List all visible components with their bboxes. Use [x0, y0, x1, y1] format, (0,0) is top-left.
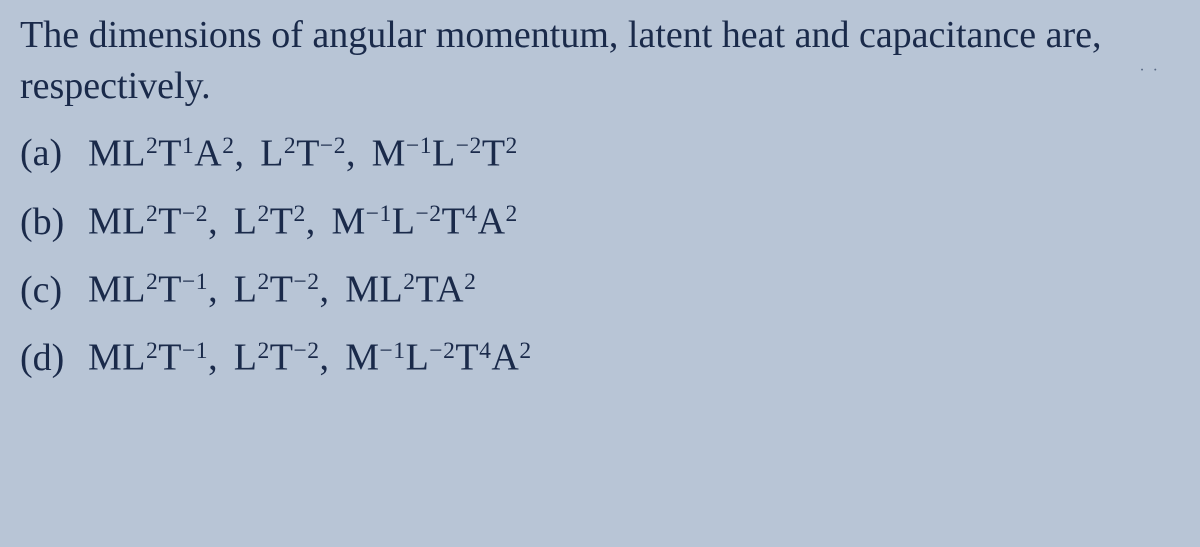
option-content: ML2T1A2, L2T−2, M−1L−2T2 — [88, 131, 518, 177]
term-base: L — [234, 337, 258, 379]
term-exp: 1 — [182, 133, 194, 159]
question-text: The dimensions of angular momentum, late… — [20, 10, 1180, 113]
term-base: ML — [88, 132, 146, 174]
term-exp: 2 — [146, 201, 158, 227]
term-base: M — [372, 132, 406, 174]
option-a: (a) ML2T1A2, L2T−2, M−1L−2T2 — [20, 131, 1180, 177]
term-exp: −2 — [293, 269, 319, 295]
term-base: L — [392, 201, 416, 243]
term-exp: −1 — [182, 269, 208, 295]
term-base: L — [260, 132, 284, 174]
term-base: TA — [416, 269, 465, 311]
term-exp: 2 — [506, 133, 518, 159]
option-content: ML2T−1, L2T−2, M−1L−2T4A2 — [88, 335, 532, 381]
option-d: (d) ML2T−1, L2T−2, M−1L−2T4A2 — [20, 335, 1180, 381]
term-base: T — [270, 337, 294, 379]
term-base: T — [482, 132, 506, 174]
term-exp: −2 — [293, 338, 319, 364]
term-exp: 2 — [284, 133, 296, 159]
option-content: ML2T−2, L2T2, M−1L−2T4A2 — [88, 199, 518, 245]
term-base: A — [491, 337, 519, 379]
term-base: M — [331, 201, 365, 243]
term-base: ML — [345, 269, 403, 311]
term-exp: 2 — [146, 133, 158, 159]
term-exp: −2 — [429, 338, 455, 364]
term-exp: 4 — [465, 201, 477, 227]
term-exp: 2 — [146, 269, 158, 295]
term-exp: 2 — [222, 133, 234, 159]
term-base: T — [296, 132, 320, 174]
term-exp: 2 — [146, 338, 158, 364]
term-base: L — [432, 132, 456, 174]
term-exp: −2 — [456, 133, 482, 159]
term-base: L — [406, 337, 430, 379]
term-exp: 2 — [519, 338, 531, 364]
term-exp: 2 — [464, 269, 476, 295]
option-c: (c) ML2T−1, L2T−2, ML2TA2 — [20, 267, 1180, 313]
term-base: T — [158, 337, 182, 379]
term-base: T — [455, 337, 479, 379]
term-base: A — [478, 201, 506, 243]
term-base: T — [158, 132, 182, 174]
term-exp: 4 — [479, 338, 491, 364]
option-label: (d) — [20, 336, 70, 382]
term-base: T — [158, 201, 182, 243]
term-exp: −1 — [366, 201, 392, 227]
term-exp: 2 — [257, 338, 269, 364]
term-base: L — [234, 269, 258, 311]
term-exp: −2 — [320, 133, 346, 159]
term-base: L — [234, 201, 258, 243]
term-exp: −2 — [416, 201, 442, 227]
term-base: M — [345, 337, 379, 379]
term-base: ML — [88, 201, 146, 243]
option-content: ML2T−1, L2T−2, ML2TA2 — [88, 267, 476, 313]
option-label: (b) — [20, 200, 70, 246]
term-base: T — [270, 201, 294, 243]
term-exp: 2 — [506, 201, 518, 227]
option-b: (b) ML2T−2, L2T2, M−1L−2T4A2 — [20, 199, 1180, 245]
artifact-specks: · · — [1139, 62, 1160, 80]
term-base: ML — [88, 337, 146, 379]
term-exp: −2 — [182, 201, 208, 227]
term-base: T — [270, 269, 294, 311]
option-label: (a) — [20, 131, 70, 177]
term-base: A — [194, 132, 222, 174]
term-exp: 2 — [403, 269, 415, 295]
term-exp: −1 — [182, 338, 208, 364]
term-exp: 2 — [293, 201, 305, 227]
term-exp: −1 — [380, 338, 406, 364]
option-label: (c) — [20, 268, 70, 314]
term-base: ML — [88, 269, 146, 311]
term-base: T — [158, 269, 182, 311]
options-container: (a) ML2T1A2, L2T−2, M−1L−2T2 (b) ML2T−2,… — [20, 131, 1180, 382]
term-exp: −1 — [406, 133, 432, 159]
term-base: T — [442, 201, 466, 243]
term-exp: 2 — [257, 201, 269, 227]
term-exp: 2 — [257, 269, 269, 295]
